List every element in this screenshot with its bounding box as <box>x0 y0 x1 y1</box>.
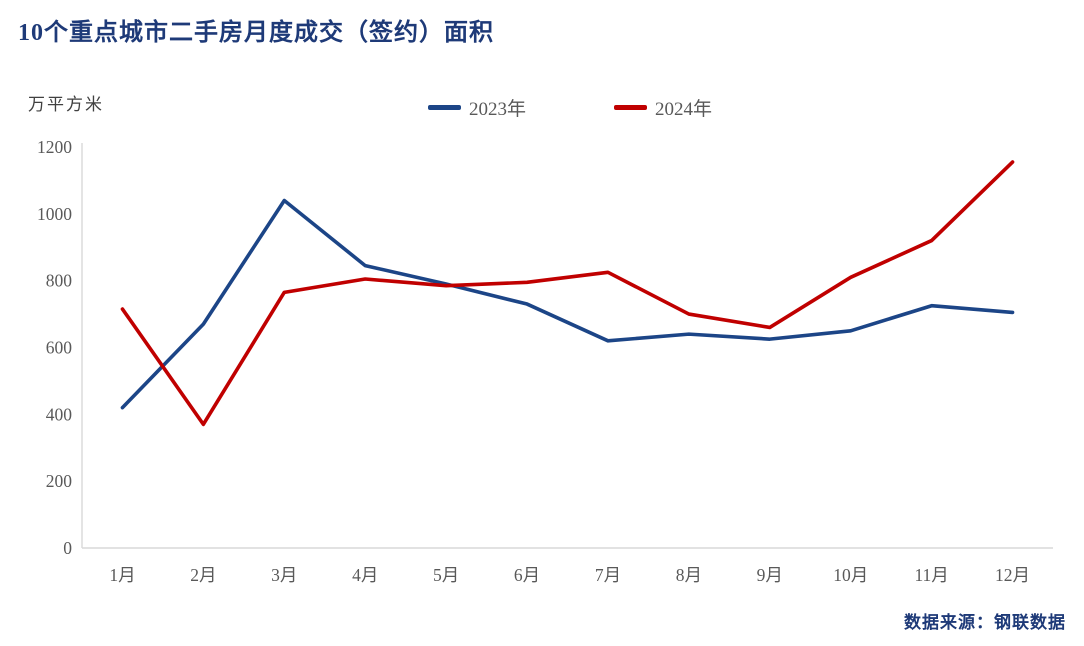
legend-item-2024: 2024年 <box>614 94 712 121</box>
x-axis-tick-label: 2月 <box>190 565 216 585</box>
x-axis-tick-label: 9月 <box>757 565 783 585</box>
x-axis-tick-label: 4月 <box>352 565 378 585</box>
x-axis-tick-label: 6月 <box>514 565 540 585</box>
y-axis-tick-label: 200 <box>46 471 73 491</box>
legend-line-swatch-2024 <box>614 105 648 110</box>
legend-item-2023: 2023年 <box>428 94 526 121</box>
y-axis-tick-label: 400 <box>46 404 73 424</box>
legend-label-2024: 2024年 <box>655 99 713 120</box>
y-axis-tick-label: 0 <box>63 538 72 558</box>
y-axis-unit-label: 万平方米 <box>28 95 104 114</box>
y-axis-tick-label: 1000 <box>37 204 72 224</box>
series-line-2024年 <box>120 160 1015 427</box>
series-line-2023年 <box>120 198 1015 410</box>
x-axis-tick-label: 8月 <box>676 565 702 585</box>
x-axis-tick-label: 11月 <box>914 565 948 585</box>
x-axis-tick-label: 1月 <box>109 565 135 585</box>
y-axis-tick-label: 1200 <box>37 137 72 157</box>
legend-label-2023: 2023年 <box>469 99 527 120</box>
x-axis-tick-label: 5月 <box>433 565 459 585</box>
chart-legend: 2023年 2024年 <box>428 94 712 121</box>
x-axis-tick-label: 10月 <box>833 565 868 585</box>
chart-title: 10个重点城市二手房月度成交（签约）面积 <box>18 20 494 46</box>
x-axis-tick-label: 3月 <box>271 565 297 585</box>
x-axis-tick-label: 12月 <box>995 565 1030 585</box>
y-axis-tick-label: 800 <box>46 271 73 291</box>
y-axis-tick-label: 600 <box>46 338 73 358</box>
legend-line-swatch-2023 <box>428 105 461 110</box>
x-axis-tick-label: 7月 <box>595 565 621 585</box>
data-source-note: 数据来源：钢联数据 <box>904 613 1066 632</box>
